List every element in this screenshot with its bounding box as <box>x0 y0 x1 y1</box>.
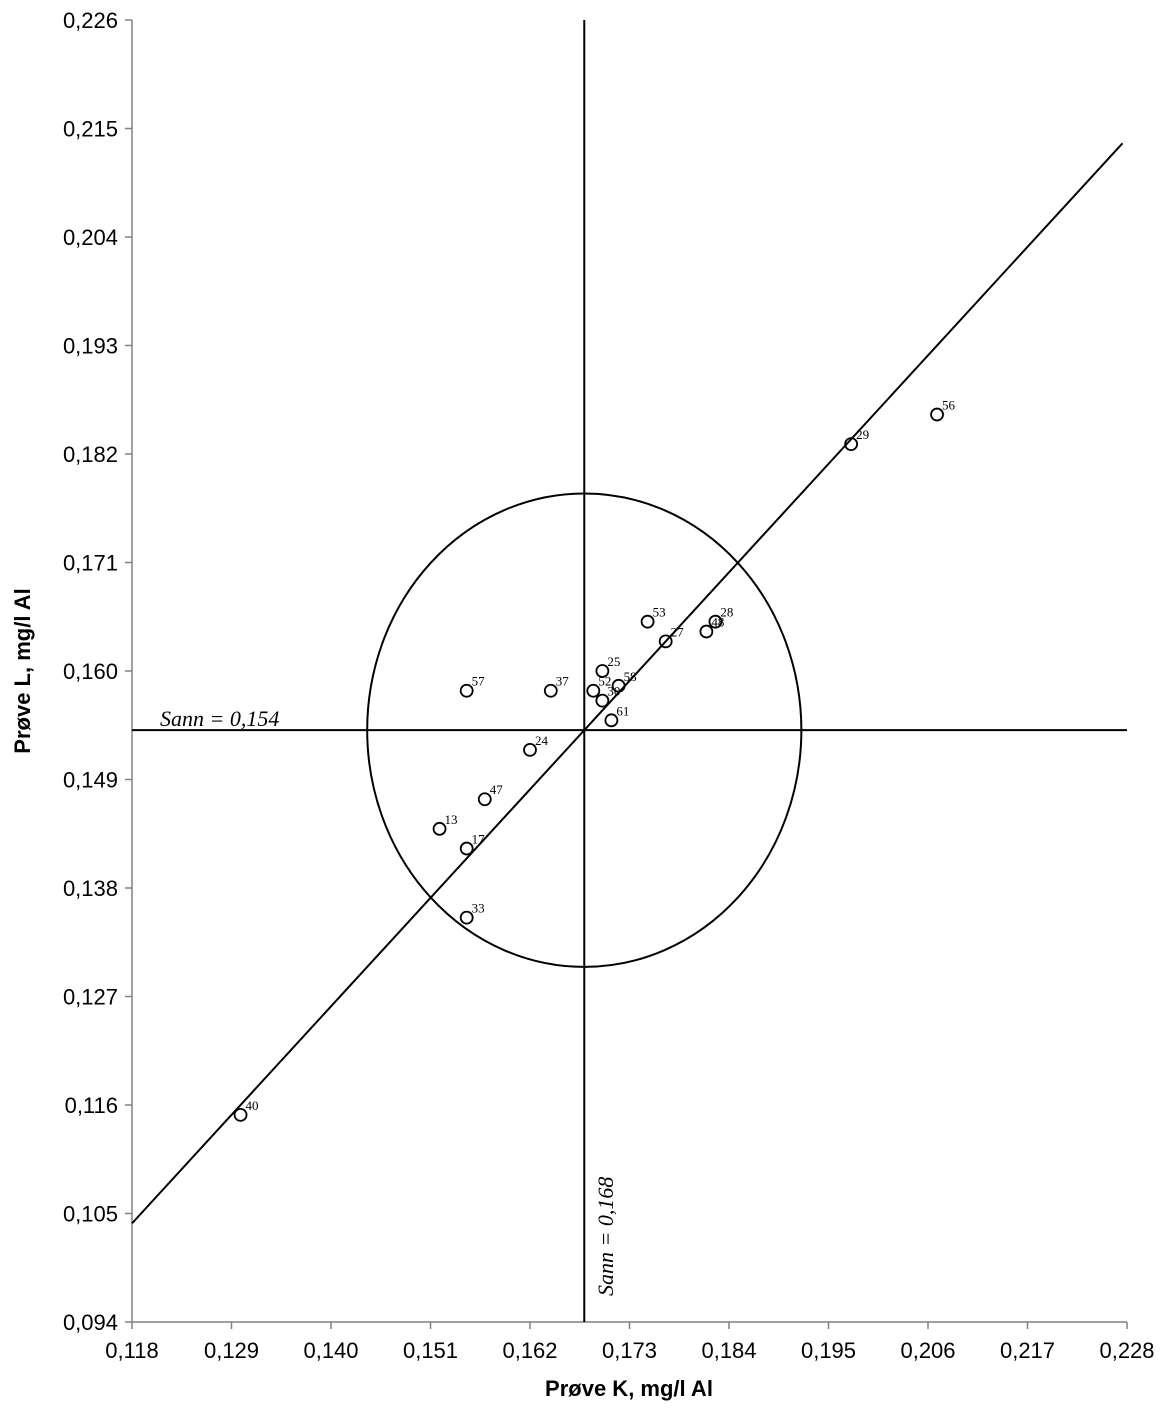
data-point-label: 33 <box>472 901 485 916</box>
data-point-label: 29 <box>856 427 869 442</box>
y-tick-label: 0,182 <box>63 442 118 467</box>
data-point <box>930 407 944 422</box>
data-point-label: 52 <box>598 674 611 689</box>
y-tick-label: 0,204 <box>63 225 118 250</box>
x-tick-label: 0,206 <box>900 1338 955 1363</box>
true-x-label: Sann = 0,168 <box>593 1177 618 1296</box>
y-tick-label: 0,138 <box>63 876 118 901</box>
data-point-label: 58 <box>624 669 637 684</box>
y-tick-label: 0,193 <box>63 334 118 359</box>
data-point <box>543 683 558 698</box>
x-axis-title: Prøve K, mg/l Al <box>545 1376 713 1401</box>
data-point <box>233 1107 248 1122</box>
data-point-label: 48 <box>711 615 724 630</box>
y-tick-label: 0,171 <box>63 551 118 576</box>
data-point-label: 25 <box>607 654 620 669</box>
data-point-label: 24 <box>535 733 549 748</box>
y-tick-label: 0,215 <box>63 117 118 142</box>
diagonal-line <box>131 142 1124 1225</box>
y-tick-label: 0,226 <box>63 8 118 33</box>
x-tick-label: 0,129 <box>204 1338 259 1363</box>
data-point-label: 30 <box>607 684 620 699</box>
data-point-label: 28 <box>720 605 733 620</box>
data-point <box>708 614 723 629</box>
data-point <box>844 437 859 452</box>
data-point <box>604 713 619 728</box>
data-point <box>459 841 474 856</box>
data-point-label: 53 <box>653 605 666 620</box>
data-point <box>523 743 537 757</box>
y-tick-label: 0,094 <box>63 1310 118 1335</box>
x-tick-label: 0,217 <box>1000 1338 1055 1363</box>
data-point-label: 61 <box>616 703 629 718</box>
x-tick-label: 0,228 <box>1099 1338 1154 1363</box>
data-point <box>459 910 474 925</box>
y-tick-label: 0,149 <box>63 768 118 793</box>
data-point-label: 56 <box>942 398 956 413</box>
data-point <box>432 821 447 836</box>
data-point-label: 27 <box>671 624 685 639</box>
x-tick-label: 0,184 <box>701 1338 756 1363</box>
data-point <box>640 614 655 629</box>
data-point <box>459 683 474 698</box>
x-tick-label: 0,151 <box>403 1338 458 1363</box>
plot-area <box>131 20 1127 1322</box>
data-point-label: 37 <box>556 674 570 689</box>
x-tick-label: 0,195 <box>801 1338 856 1363</box>
data-point-label: 17 <box>472 832 486 847</box>
x-tick-label: 0,140 <box>303 1338 358 1363</box>
data-point-label: 13 <box>445 812 458 827</box>
true-y-label: Sann = 0,154 <box>160 706 279 731</box>
x-tick-label: 0,173 <box>602 1338 657 1363</box>
y-tick-label: 0,116 <box>65 1093 118 1118</box>
data-point-label: 57 <box>472 674 486 689</box>
x-axis-ticks: 0,118 0,129 0,140 0,151 0,162 0,173 0,184 0,195… <box>105 1322 1155 1363</box>
y-axis-title: Prøve L, mg/l Al <box>10 588 35 753</box>
y-tick-label: 0,160 <box>63 659 118 684</box>
x-tick-label: 0,118 <box>105 1338 158 1363</box>
data-point-label: 47 <box>490 782 504 797</box>
data-point <box>611 678 626 693</box>
data-point <box>658 634 673 649</box>
y-axis-ticks: 0,094 0,105 0,116 0,127 0,138 0,149 0,160 0,171… <box>63 8 132 1335</box>
data-point <box>699 624 714 639</box>
data-point <box>595 664 610 678</box>
data-point <box>586 683 601 698</box>
acceptance-circle <box>366 492 803 968</box>
y-tick-label: 0,105 <box>63 1202 118 1227</box>
data-point-label: 40 <box>246 1098 259 1113</box>
x-tick-label: 0,162 <box>502 1338 557 1363</box>
data-point <box>477 792 492 807</box>
y-tick-label: 0,127 <box>63 985 118 1010</box>
data-point <box>595 693 610 708</box>
